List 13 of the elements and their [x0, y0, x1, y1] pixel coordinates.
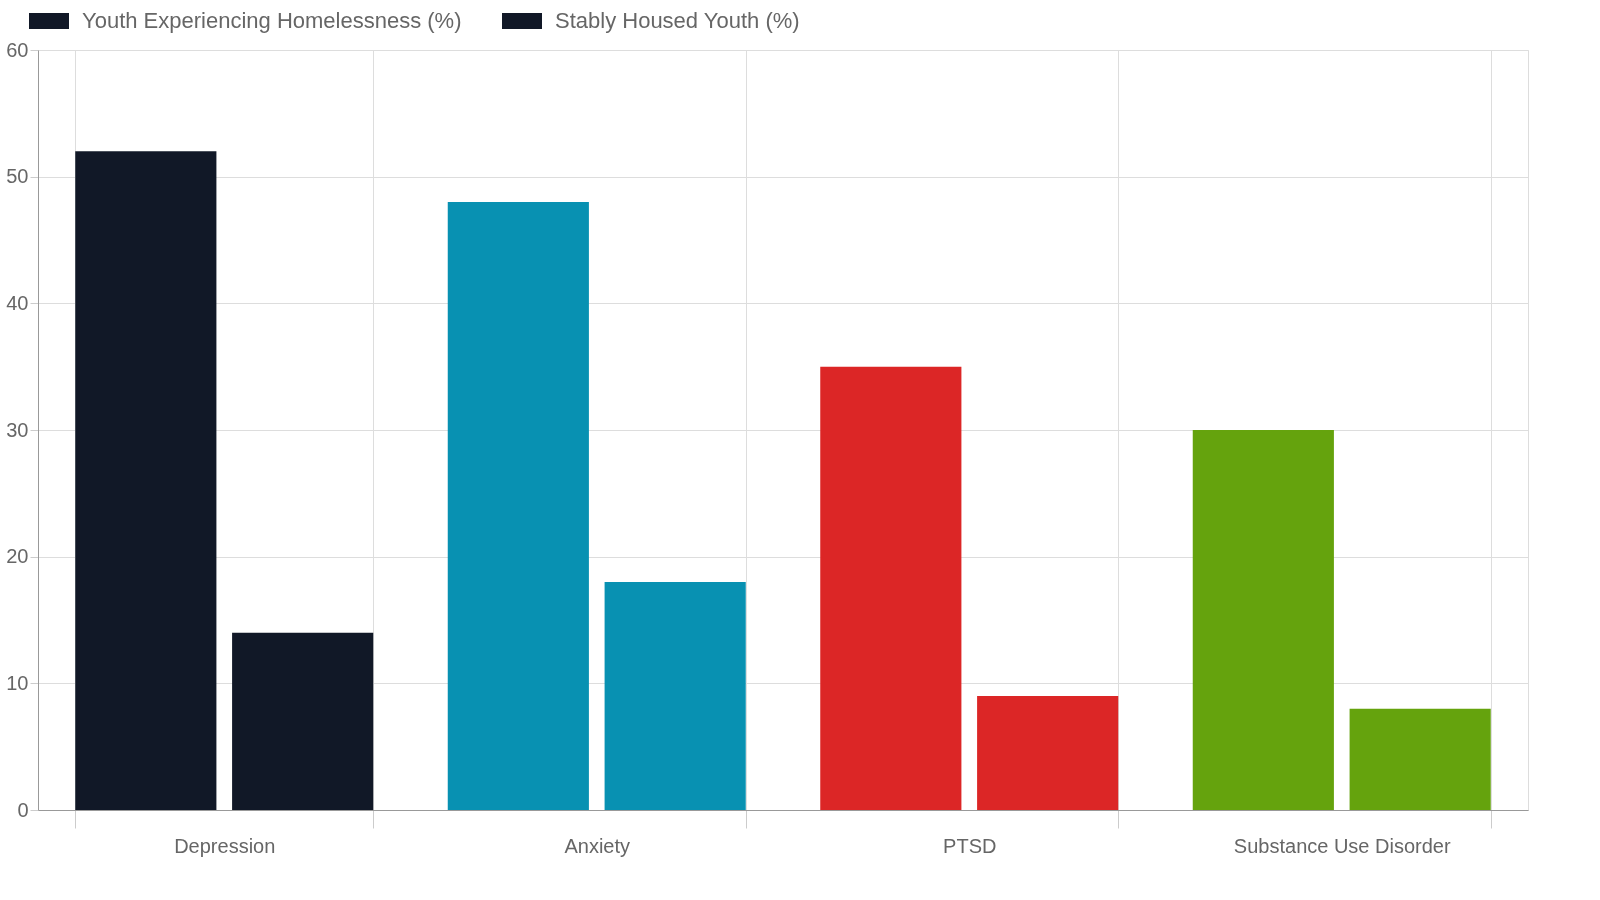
x-tick-label: Depression: [174, 834, 276, 857]
legend-label: Stably Housed Youth (%): [555, 8, 800, 33]
x-tick-label: Substance Use Disorder: [1233, 834, 1451, 857]
y-tick-label: 50: [6, 165, 29, 188]
y-tick-label: 60: [6, 38, 29, 61]
x-tick-label: Anxiety: [564, 834, 631, 857]
x-tick-label: PTSD: [943, 834, 997, 857]
y-tick-label: 30: [6, 418, 29, 441]
legend-label: Youth Experiencing Homelessness (%): [82, 8, 462, 33]
y-tick-label: 20: [6, 545, 29, 568]
y-tick-label: 40: [6, 291, 29, 314]
y-tick-label: 0: [17, 798, 29, 821]
y-tick-label: 10: [6, 671, 29, 694]
